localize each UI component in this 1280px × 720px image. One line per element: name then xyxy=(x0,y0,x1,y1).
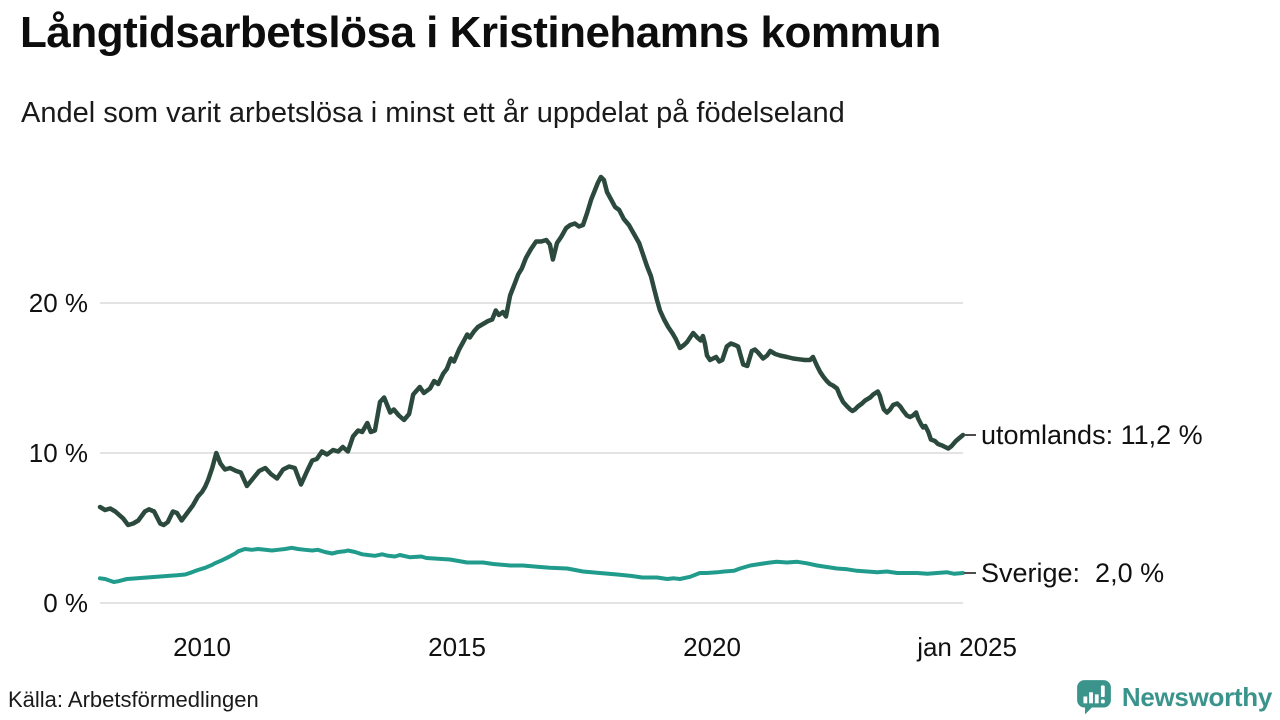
x-axis-label: 2015 xyxy=(428,632,486,662)
series-lines xyxy=(97,174,966,584)
chart-subtitle: Andel som varit arbetslösa i minst ett å… xyxy=(21,97,845,129)
newsworthy-bubble-icon xyxy=(1076,680,1111,715)
exclamation-stem xyxy=(1100,685,1105,697)
series-line-sverige xyxy=(98,545,965,584)
y-axis-label: 20 % xyxy=(28,288,88,318)
newsworthy-logo: Newsworthy xyxy=(1075,678,1272,716)
x-axis-label: 2020 xyxy=(683,632,741,662)
chart-title: Långtidsarbetslösa i Kristinehamns kommu… xyxy=(20,8,941,57)
series-end-label-utomlands: utomlands: 11,2 % xyxy=(981,420,1203,450)
series-end-label-sverige: Sverige: 2,0 % xyxy=(981,558,1165,588)
bar-tall xyxy=(1088,692,1093,704)
series-line-utomlands xyxy=(97,174,966,528)
y-axis-label: 10 % xyxy=(28,438,88,468)
x-axis-label: 2010 xyxy=(173,632,231,662)
x-axis-label: jan 2025 xyxy=(917,632,1017,662)
gridlines xyxy=(100,302,963,604)
source-caption: Källa: Arbetsförmedlingen xyxy=(8,687,259,712)
y-axis-label: 0 % xyxy=(43,588,88,618)
newsworthy-wordmark: Newsworthy xyxy=(1121,681,1272,712)
bar-short xyxy=(1083,696,1088,704)
end-label-ticks xyxy=(964,434,976,574)
bar-mid xyxy=(1094,694,1099,704)
exclamation-dot xyxy=(1100,699,1105,704)
